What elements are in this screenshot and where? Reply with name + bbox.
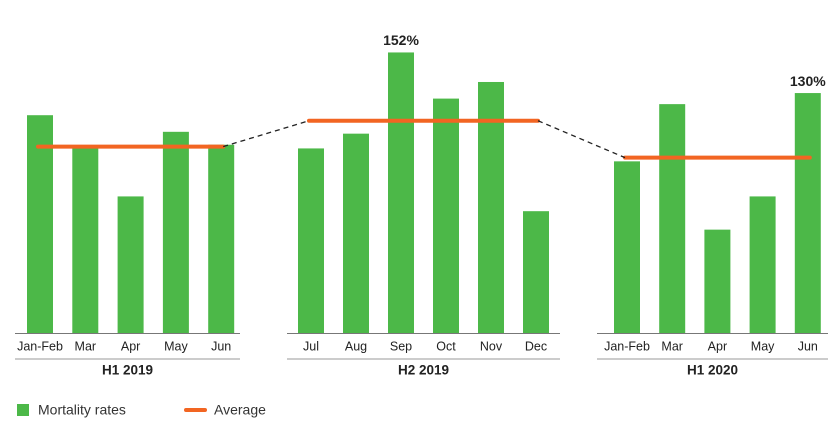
x-tick-label: Jul	[303, 339, 319, 353]
x-tick-label: Jan-Feb	[17, 339, 63, 353]
bar	[478, 81, 504, 334]
legend-label: Mortality rates	[38, 402, 126, 418]
bar	[117, 196, 144, 333]
bar	[704, 229, 731, 333]
x-tick-label: May	[751, 339, 775, 353]
bar	[749, 196, 776, 333]
x-tick-label: May	[164, 339, 188, 353]
bar	[659, 104, 686, 333]
x-tick-label: Sep	[390, 339, 412, 353]
x-tick-label: Mar	[661, 339, 683, 353]
bar	[298, 148, 324, 333]
x-tick-label: Nov	[480, 339, 503, 353]
x-tick-label: Apr	[121, 339, 140, 353]
x-tick-label: Jun	[211, 339, 231, 353]
bar	[614, 161, 640, 333]
bar	[27, 115, 53, 333]
x-tick-label: Oct	[436, 339, 456, 353]
bar	[343, 133, 369, 333]
legend-label: Average	[214, 402, 266, 418]
group-label: H1 2020	[687, 363, 738, 378]
x-tick-label: Apr	[708, 339, 727, 353]
legend-swatch	[17, 404, 29, 416]
group-label: H2 2019	[398, 363, 449, 378]
average-connector	[223, 120, 310, 148]
value-label: 152%	[383, 32, 419, 48]
bar	[433, 98, 459, 333]
x-tick-label: Dec	[525, 339, 547, 353]
bar	[794, 93, 821, 333]
bar	[162, 131, 189, 333]
x-tick-label: Jan-Feb	[604, 339, 650, 353]
x-tick-label: Jun	[798, 339, 818, 353]
bar	[72, 146, 99, 333]
average-connector	[537, 120, 626, 159]
bar	[523, 211, 549, 333]
bar	[208, 144, 235, 333]
bar	[388, 52, 414, 334]
group-label: H1 2019	[102, 363, 153, 378]
x-tick-label: Mar	[75, 339, 97, 353]
value-label: 130%	[790, 73, 826, 89]
x-tick-label: Aug	[345, 339, 367, 353]
